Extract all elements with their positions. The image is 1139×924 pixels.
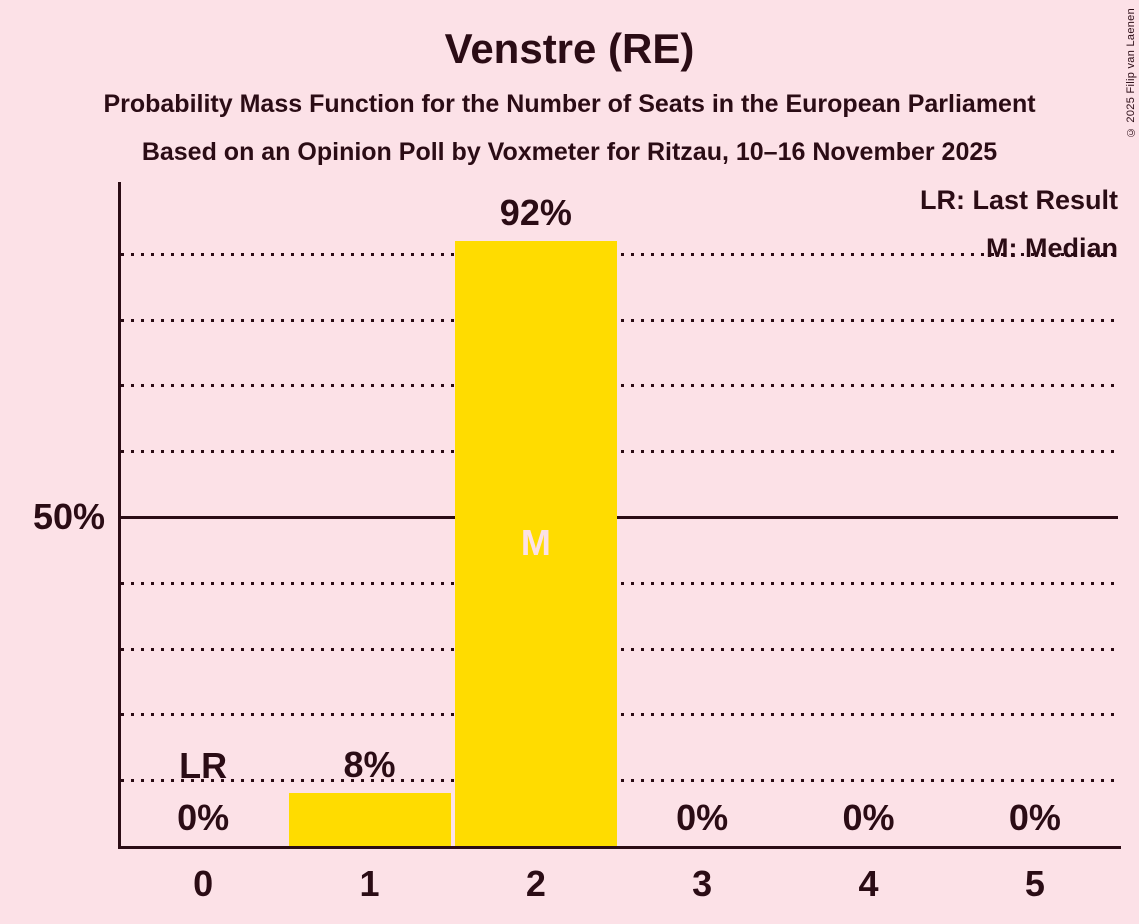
- gridline-40-percent: [121, 581, 1118, 585]
- gridline-80-percent: [121, 318, 1118, 322]
- bar-value-label: 0%: [177, 797, 230, 838]
- x-axis-label-5: 5: [1024, 863, 1045, 904]
- bar-value-label: 0%: [676, 797, 729, 838]
- median-marker: M: [520, 522, 551, 564]
- x-axis-label-3: 3: [692, 863, 713, 904]
- bar-seats-1: [288, 793, 451, 846]
- gridline-90-percent: [121, 252, 1118, 256]
- y-axis-line: [118, 182, 121, 849]
- x-axis-label-0: 0: [193, 863, 214, 904]
- gridline-50-percent: [121, 516, 1118, 519]
- gridline-30-percent: [121, 647, 1118, 651]
- legend-median: M: Median: [986, 233, 1118, 263]
- gridline-20-percent: [121, 713, 1118, 717]
- x-axis-label-1: 1: [359, 863, 380, 904]
- chart-subtitle: Probability Mass Function for the Number…: [103, 90, 1036, 118]
- x-axis-label-2: 2: [525, 863, 546, 904]
- poll-source-line: Based on an Opinion Poll by Voxmeter for…: [141, 138, 998, 166]
- gridline-10-percent: [121, 779, 1118, 783]
- bar-seats-2: [454, 240, 617, 846]
- bar-value-label: 92%: [499, 191, 572, 233]
- y-axis-tick-label: 50%: [32, 496, 105, 537]
- gridline-60-percent: [121, 450, 1118, 454]
- gridline-70-percent: [121, 384, 1118, 388]
- bar-value-label: 0%: [1008, 797, 1061, 838]
- legend-last-result: LR: Last Result: [919, 185, 1118, 215]
- x-axis-label-4: 4: [858, 863, 879, 904]
- chart-title: Venstre (RE): [444, 25, 695, 72]
- bar-value-label: 8%: [343, 744, 396, 786]
- bar-value-label: 0%: [842, 797, 895, 838]
- x-axis-line: [118, 846, 1121, 849]
- last-result-marker: LR: [179, 745, 228, 786]
